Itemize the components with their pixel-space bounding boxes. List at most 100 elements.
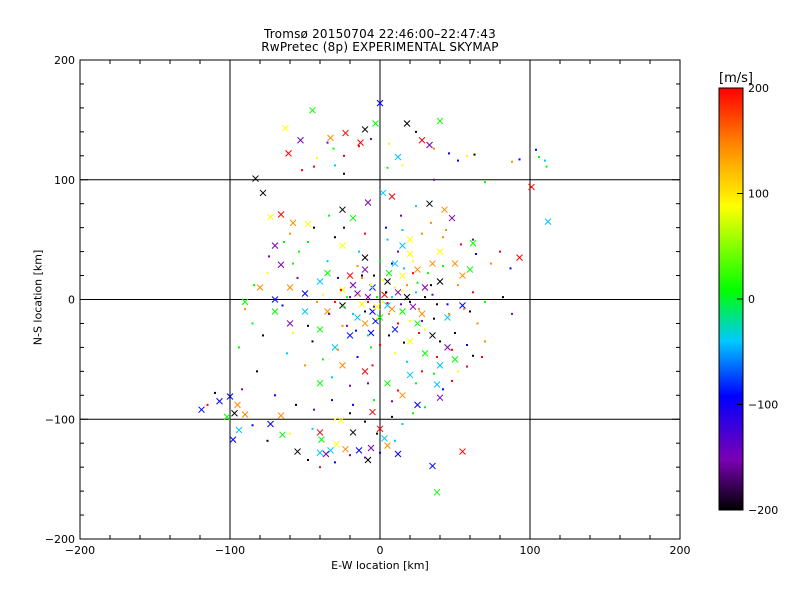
y-tick-label: 200 — [54, 54, 75, 67]
colorbar-tick-label: −200 — [748, 504, 778, 517]
point-x-marker — [267, 213, 274, 221]
point-dot-marker — [214, 391, 216, 394]
point-x-marker — [459, 272, 466, 279]
point-dot-marker — [301, 169, 303, 172]
point-dot-marker — [448, 312, 450, 315]
point-x-marker — [301, 308, 309, 315]
point-dot-marker — [307, 241, 309, 244]
point-dot-marker — [401, 423, 404, 426]
point-dot-marker — [427, 272, 429, 275]
point-dot-marker — [328, 312, 330, 315]
point-dot-marker — [454, 332, 456, 335]
point-x-marker — [346, 272, 354, 279]
point-x-marker — [349, 429, 357, 436]
point-dot-marker — [433, 178, 435, 181]
point-x-marker — [271, 296, 279, 303]
point-dot-marker — [268, 255, 270, 258]
point-dot-marker — [316, 157, 318, 160]
point-x-marker — [406, 371, 414, 379]
point-dot-marker — [313, 408, 315, 411]
point-dot-marker — [356, 355, 359, 358]
point-dot-marker — [476, 322, 479, 325]
point-x-marker — [289, 219, 297, 227]
colorbar-tick-label: 0 — [748, 293, 755, 306]
point-x-marker — [357, 139, 364, 146]
point-x-marker — [267, 420, 274, 428]
point-x-marker — [516, 254, 523, 261]
point-dot-marker — [418, 332, 420, 335]
point-dot-marker — [358, 145, 360, 148]
point-dot-marker — [418, 308, 420, 311]
point-dot-marker — [451, 348, 453, 351]
point-dot-marker — [337, 348, 339, 351]
point-dot-marker — [334, 236, 336, 239]
point-dot-marker — [472, 291, 474, 294]
point-dot-marker — [326, 260, 329, 263]
point-dot-marker — [421, 320, 423, 323]
point-dot-marker — [319, 466, 321, 469]
point-dot-marker — [328, 214, 330, 217]
point-x-marker — [327, 447, 334, 454]
point-dot-marker — [361, 276, 363, 279]
point-dot-marker — [382, 279, 384, 282]
point-dot-marker — [472, 354, 474, 357]
point-dot-marker — [349, 296, 351, 299]
point-x-marker — [216, 397, 223, 405]
point-x-marker — [339, 206, 346, 214]
point-x-marker — [459, 302, 466, 309]
point-dot-marker — [409, 300, 411, 303]
point-x-marker — [286, 284, 294, 291]
point-x-marker — [342, 129, 349, 137]
point-dot-marker — [370, 138, 372, 141]
point-dot-marker — [433, 317, 435, 320]
point-x-marker — [364, 199, 372, 206]
point-x-marker — [451, 356, 459, 363]
point-x-marker — [414, 266, 421, 273]
point-x-marker — [406, 338, 414, 345]
point-dot-marker — [307, 324, 309, 327]
point-x-marker — [294, 448, 301, 455]
point-x-marker — [379, 189, 387, 197]
point-x-marker — [385, 269, 393, 277]
point-dot-marker — [316, 300, 318, 303]
point-dot-marker — [421, 370, 423, 373]
point-x-marker — [403, 293, 411, 301]
point-dot-marker — [401, 164, 404, 167]
point-dot-marker — [343, 172, 345, 175]
point-dot-marker — [403, 267, 405, 270]
point-dot-marker — [379, 344, 381, 347]
point-dot-marker — [322, 293, 324, 296]
point-dot-marker — [370, 346, 372, 349]
point-dot-marker — [442, 264, 444, 267]
point-dot-marker — [481, 355, 483, 358]
point-dot-marker — [457, 159, 459, 162]
point-dot-marker — [424, 406, 426, 409]
point-dot-marker — [355, 329, 357, 332]
point-dot-marker — [251, 322, 254, 325]
point-x-marker — [429, 462, 436, 470]
point-dot-marker — [415, 382, 417, 385]
point-x-marker — [433, 381, 441, 388]
point-dot-marker — [295, 403, 297, 406]
point-dot-marker — [415, 205, 417, 208]
point-dot-marker — [346, 296, 348, 299]
point-dot-marker — [364, 232, 366, 235]
point-x-marker — [327, 134, 334, 142]
point-dot-marker — [391, 296, 393, 299]
point-dot-marker — [400, 303, 402, 306]
point-x-marker — [399, 308, 406, 315]
point-dot-marker — [463, 308, 465, 311]
point-dot-marker — [244, 308, 246, 311]
point-x-marker — [436, 278, 444, 285]
point-dot-marker — [400, 214, 402, 217]
point-x-marker — [414, 401, 421, 409]
point-dot-marker — [349, 454, 351, 457]
y-tick-label: −100 — [45, 413, 75, 426]
x-tick-label: 100 — [520, 544, 541, 557]
point-dot-marker — [436, 303, 438, 306]
point-dot-marker — [286, 352, 288, 355]
point-x-marker — [406, 250, 414, 258]
point-x-marker — [361, 254, 369, 261]
y-tick-label: 0 — [68, 294, 75, 307]
point-x-marker — [339, 362, 346, 369]
